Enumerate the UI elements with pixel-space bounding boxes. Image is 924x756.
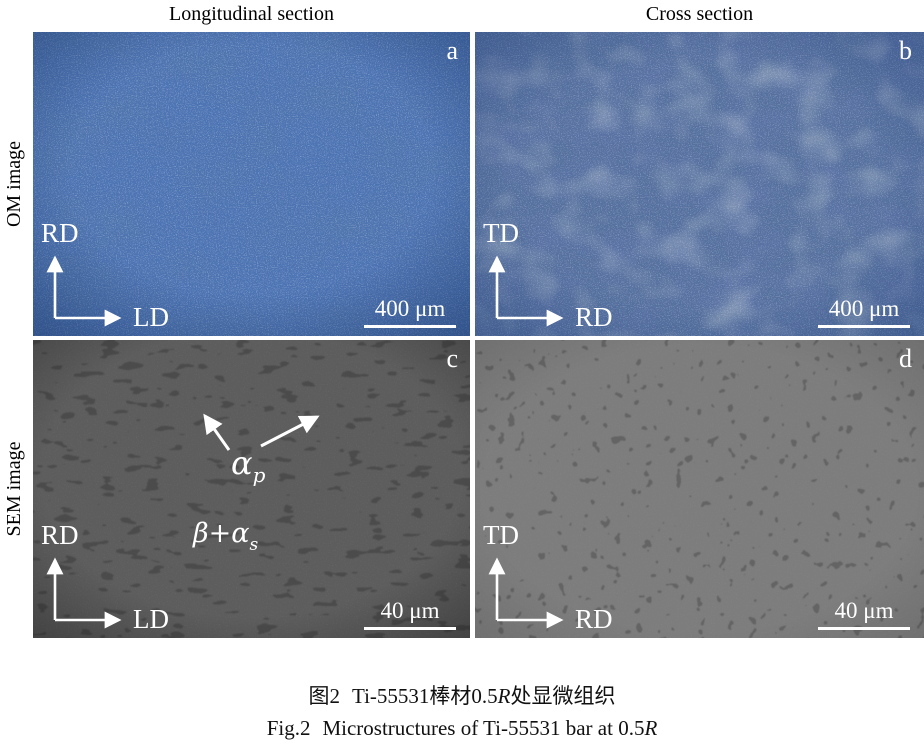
axes-indicator-c: RD LD bbox=[41, 520, 169, 634]
scale-bar-line-c bbox=[364, 627, 456, 630]
scale-bar-b: 400 μm bbox=[818, 296, 910, 328]
alpha-p-label: αp bbox=[231, 444, 266, 487]
om-longitudinal-micrograph bbox=[33, 32, 470, 336]
scale-bar-a: 400 μm bbox=[364, 296, 456, 328]
sem-cross-micrograph bbox=[475, 340, 924, 638]
phase-annotations: αp β+αs bbox=[192, 413, 320, 555]
scale-bar-line-b bbox=[818, 325, 910, 328]
sem-longitudinal-micrograph bbox=[33, 340, 470, 638]
row-label-om-image: OM image bbox=[3, 140, 25, 228]
scale-bar-d: 40 μm bbox=[818, 598, 910, 630]
axis-vertical-label-b: TD bbox=[483, 218, 519, 248]
axis-horizontal-label-a: LD bbox=[133, 302, 169, 332]
axis-horizontal-label-c: LD bbox=[133, 604, 169, 634]
axes-indicator-b: TD RD bbox=[483, 218, 613, 332]
panel-letter-c: c bbox=[446, 344, 458, 373]
axis-vertical-label-c: RD bbox=[41, 520, 79, 550]
axes-indicator-a: RD LD bbox=[41, 218, 169, 332]
scale-bar-c: 40 μm bbox=[364, 598, 456, 630]
scale-bar-label-b: 400 μm bbox=[828, 296, 900, 321]
panel-letter-a: a bbox=[446, 36, 458, 65]
caption-chinese-number: 图2 bbox=[308, 684, 341, 708]
om-cross-micrograph bbox=[475, 32, 924, 336]
axes-indicator-d: TD RD bbox=[483, 520, 613, 634]
column-title-longitudinal: Longitudinal section bbox=[169, 3, 334, 25]
column-title-cross: Cross section bbox=[645, 3, 754, 25]
panel-a-om-longitudinal: a RD LD 400 μm bbox=[33, 32, 470, 336]
axis-horizontal-label-b: RD bbox=[575, 302, 613, 332]
scale-bar-label-d: 40 μm bbox=[834, 598, 894, 623]
scale-bar-label-c: 40 μm bbox=[380, 598, 440, 623]
panel-letter-d: d bbox=[899, 344, 912, 373]
caption-chinese: 图2 Ti-55531棒材0.5R处显微组织 bbox=[308, 684, 616, 708]
caption-english-number: Fig.2 bbox=[266, 716, 311, 740]
axis-vertical-label-d: TD bbox=[483, 520, 519, 550]
panel-letter-b: b bbox=[899, 36, 912, 65]
beta-alpha-s-label: β+αs bbox=[192, 518, 258, 555]
panel-d-sem-cross: d TD RD 40 μm bbox=[475, 340, 924, 638]
row-label-sem-image: SEM image bbox=[3, 441, 25, 537]
caption-english: Fig.2 Microstructures of Ti-55531 bar at … bbox=[266, 716, 658, 740]
axis-horizontal-label-d: RD bbox=[575, 604, 613, 634]
scale-bar-label-a: 400 μm bbox=[374, 296, 446, 321]
axis-vertical-label-a: RD bbox=[41, 218, 79, 248]
panel-b-om-cross: b TD RD 400 μm bbox=[475, 32, 924, 336]
scale-bar-line-d bbox=[818, 627, 910, 630]
scale-bar-line-a bbox=[364, 325, 456, 328]
panel-c-sem-longitudinal: c αp β+αs RD LD 40 μm bbox=[33, 340, 470, 638]
